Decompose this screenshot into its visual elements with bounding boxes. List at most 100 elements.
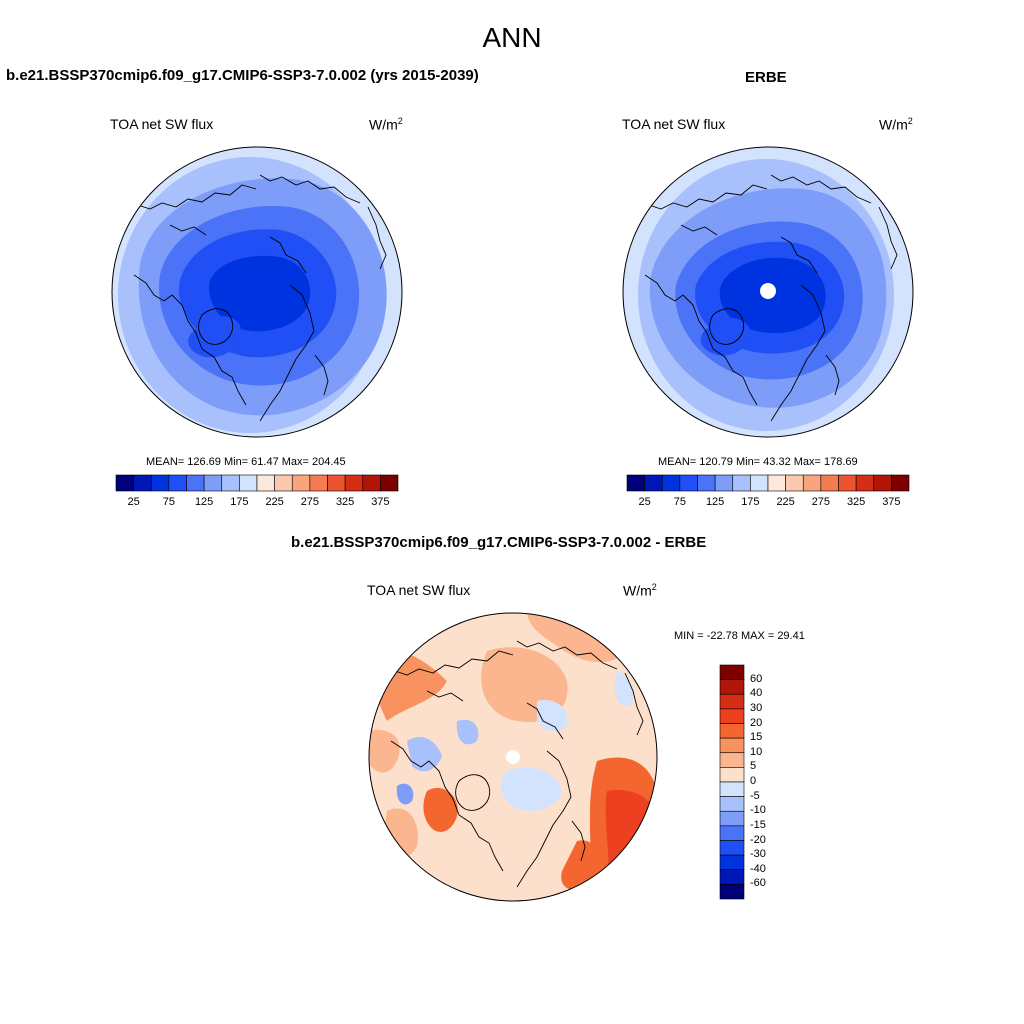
panel-2-colorbar-swatch [644, 474, 663, 492]
panel-1-colorbar-swatch [274, 474, 293, 492]
panel-3-colorbar-tick-label: 15 [750, 731, 763, 744]
panel-3-polar-map [368, 612, 658, 902]
panel-2-colorbar-swatch [679, 474, 698, 492]
panel-2-colorbar-swatch [891, 474, 910, 492]
panel-1-colorbar-tick-label: 275 [300, 496, 320, 508]
panel-3-colorbar-tick-label: -10 [750, 804, 766, 817]
panel-2-colorbar-swatch [838, 474, 857, 492]
panel-3-colorbar-swatch [719, 869, 745, 885]
panel-3-colorbar-swatch [719, 679, 745, 695]
panel-2-colorbar-swatch [697, 474, 716, 492]
panel-3-colorbar-tick-label: 5 [750, 760, 757, 773]
panel-3-colorbar-swatch [719, 796, 745, 812]
panel-3-colorbar-swatch [719, 723, 745, 739]
panel-1-polar-map [111, 146, 403, 438]
panel-3-colorbar-tick-label: -60 [750, 877, 766, 890]
panel-1-colorbar-ticks: 25 75 125 175 225 275 325 375 [116, 496, 398, 510]
panel-1-case-title: b.e21.BSSP370cmip6.f09_g17.CMIP6-SSP3-7.… [6, 67, 479, 84]
panel-2-colorbar-tick-label: 25 [638, 496, 651, 508]
panel-3-colorbar-swatch [719, 737, 745, 754]
panel-2-polar-map [622, 146, 914, 438]
panel-1-colorbar-swatch [115, 474, 134, 492]
panel-3-colorbar [719, 664, 745, 900]
panel-3-colorbar-swatch [719, 781, 745, 797]
panel-1-colorbar-tick-label: 125 [194, 496, 214, 508]
panel-1-colorbar-tick-label: 375 [371, 496, 390, 508]
panel-3-units: W/m2 [623, 582, 657, 599]
panel-2-colorbar-tick-label: 325 [846, 496, 866, 508]
panel-1-colorbar-tick-label: 25 [127, 496, 140, 508]
panel-3-colorbar-tick-label: 10 [750, 745, 763, 758]
panel-2-case-title: ERBE [745, 69, 787, 86]
panel-2-colorbar-swatch [732, 474, 751, 492]
panel-1-colorbar-swatch [291, 474, 311, 492]
panel-3-colorbar-swatch [719, 810, 745, 827]
panel-2-colorbar-tick-label: 225 [776, 496, 795, 508]
panel-2-colorbar-swatch [802, 474, 822, 492]
panel-2-colorbar [626, 474, 910, 492]
panel-1-colorbar-swatch [239, 474, 258, 492]
panel-1-colorbar-tick-label: 75 [162, 496, 175, 508]
panel-1-colorbar-swatch [380, 474, 399, 492]
panel-2-units: W/m2 [879, 116, 913, 133]
panel-3-colorbar-tick-label: 20 [750, 716, 763, 729]
panel-2-colorbar-tick-label: 175 [741, 496, 760, 508]
panel-3-colorbar-swatch [719, 752, 745, 768]
panel-2-colorbar-swatch [873, 474, 892, 492]
panel-3-colorbar-swatch [719, 825, 745, 841]
panel-3-colorbar-tick-label: -20 [750, 833, 766, 846]
panel-2-colorbar-swatch [626, 474, 645, 492]
panel-3-colorbar-tick-label: -40 [750, 862, 766, 875]
panel-3-colorbar-tick-label: 60 [750, 672, 763, 685]
panel-1-colorbar-swatch [203, 474, 223, 492]
panel-2-colorbar-swatch [714, 474, 734, 492]
panel-2-colorbar-ticks: 25 75 125 175 225 275 325 375 [627, 496, 909, 510]
panel-2-colorbar-tick-label: 125 [705, 496, 725, 508]
panel-2-colorbar-swatch [785, 474, 804, 492]
panel-1-colorbar-tick-label: 325 [335, 496, 355, 508]
panel-3-colorbar-tick-label: -15 [750, 818, 766, 831]
panel-3-colorbar-tick-label: -5 [750, 789, 760, 802]
panel-1-colorbar-swatch [221, 474, 240, 492]
panel-3-variable-label: TOA net SW flux [367, 582, 471, 598]
panel-2-colorbar-tick-label: 75 [673, 496, 686, 508]
panel-1-colorbar-swatch [362, 474, 381, 492]
panel-3-colorbar-swatch [719, 767, 745, 783]
panel-1-colorbar-tick-label: 175 [230, 496, 249, 508]
panel-1-colorbar-swatch [168, 474, 187, 492]
panel-2-variable-label: TOA net SW flux [622, 116, 726, 132]
panel-3-colorbar-tick-label: 30 [750, 701, 763, 714]
panel-1-stats: MEAN= 126.69 Min= 61.47 Max= 204.45 [146, 456, 346, 468]
panel-2-colorbar-swatch [820, 474, 839, 492]
panel-2-stats: MEAN= 120.79 Min= 43.32 Max= 178.69 [658, 456, 858, 468]
panel-3-colorbar-swatch [719, 693, 745, 710]
panel-3-colorbar-swatch [719, 664, 745, 680]
panel-1-colorbar-swatch [150, 474, 170, 492]
panel-3-colorbar-swatch [719, 708, 745, 724]
panel-3-colorbar-swatch [719, 840, 745, 856]
panel-3-stats: MIN = -22.78 MAX = 29.41 [674, 630, 805, 642]
panel-3-colorbar-ticks: 60 40 30 20 15 10 5 0 -5 -10 -15 -20 -30 -40 -60 [750, 665, 790, 899]
panel-2-colorbar-tick-label: 375 [882, 496, 901, 508]
panel-3-colorbar-tick-label: 40 [750, 687, 763, 700]
panel-3-colorbar-swatch [719, 884, 745, 900]
panel-2-colorbar-swatch [855, 474, 875, 492]
panel-1-colorbar-swatch [186, 474, 205, 492]
panel-1-colorbar [115, 474, 399, 492]
panel-1-colorbar-swatch [309, 474, 328, 492]
panel-1-colorbar-tick-label: 225 [265, 496, 284, 508]
panel-1-units: W/m2 [369, 116, 403, 133]
panel-1-variable-label: TOA net SW flux [110, 116, 214, 132]
panel-2-colorbar-tick-label: 275 [811, 496, 831, 508]
panel-2-colorbar-swatch [767, 474, 786, 492]
panel-1-colorbar-swatch [344, 474, 364, 492]
panel-1-colorbar-swatch [133, 474, 152, 492]
panel-1-colorbar-swatch [256, 474, 275, 492]
panel-1-colorbar-swatch [327, 474, 346, 492]
panel-3-case-title: b.e21.BSSP370cmip6.f09_g17.CMIP6-SSP3-7.… [291, 534, 707, 551]
panel-2-colorbar-swatch [750, 474, 769, 492]
panel-3-colorbar-tick-label: -30 [750, 848, 766, 861]
figure-title: ANN [482, 22, 542, 53]
panel-3-colorbar-tick-label: 0 [750, 775, 757, 787]
panel-2-colorbar-swatch [661, 474, 681, 492]
